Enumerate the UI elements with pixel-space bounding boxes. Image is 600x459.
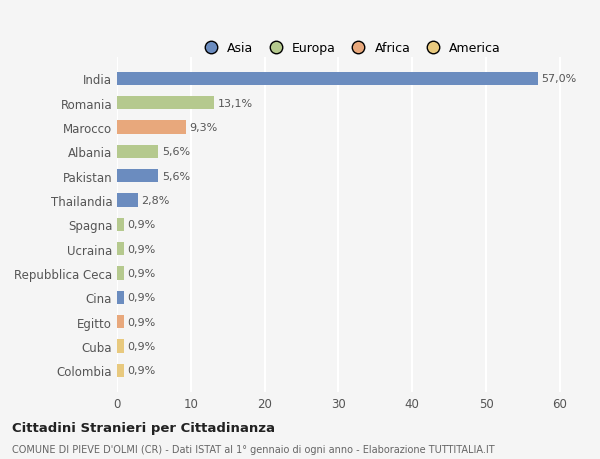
Bar [117,194,137,207]
Text: 0,9%: 0,9% [127,293,155,303]
Bar [117,291,124,304]
Bar [117,170,158,183]
Text: 57,0%: 57,0% [541,74,577,84]
Bar [117,242,124,256]
Text: 0,9%: 0,9% [127,365,155,375]
Text: 0,9%: 0,9% [127,220,155,230]
Bar [117,267,124,280]
Text: 2,8%: 2,8% [142,196,170,206]
Bar [117,218,124,232]
Text: 0,9%: 0,9% [127,244,155,254]
Text: 0,9%: 0,9% [127,317,155,327]
Text: 5,6%: 5,6% [162,171,190,181]
Bar [117,97,214,110]
Bar [117,121,185,134]
Bar [117,364,124,377]
Text: 9,3%: 9,3% [190,123,218,133]
Text: 5,6%: 5,6% [162,147,190,157]
Bar [117,73,538,86]
Legend: Asia, Europa, Africa, America: Asia, Europa, Africa, America [193,37,506,60]
Text: 13,1%: 13,1% [217,99,253,108]
Bar [117,146,158,159]
Text: 0,9%: 0,9% [127,269,155,279]
Text: Cittadini Stranieri per Cittadinanza: Cittadini Stranieri per Cittadinanza [12,421,275,434]
Text: COMUNE DI PIEVE D'OLMI (CR) - Dati ISTAT al 1° gennaio di ogni anno - Elaborazio: COMUNE DI PIEVE D'OLMI (CR) - Dati ISTAT… [12,444,494,454]
Bar [117,315,124,329]
Text: 0,9%: 0,9% [127,341,155,351]
Bar [117,340,124,353]
